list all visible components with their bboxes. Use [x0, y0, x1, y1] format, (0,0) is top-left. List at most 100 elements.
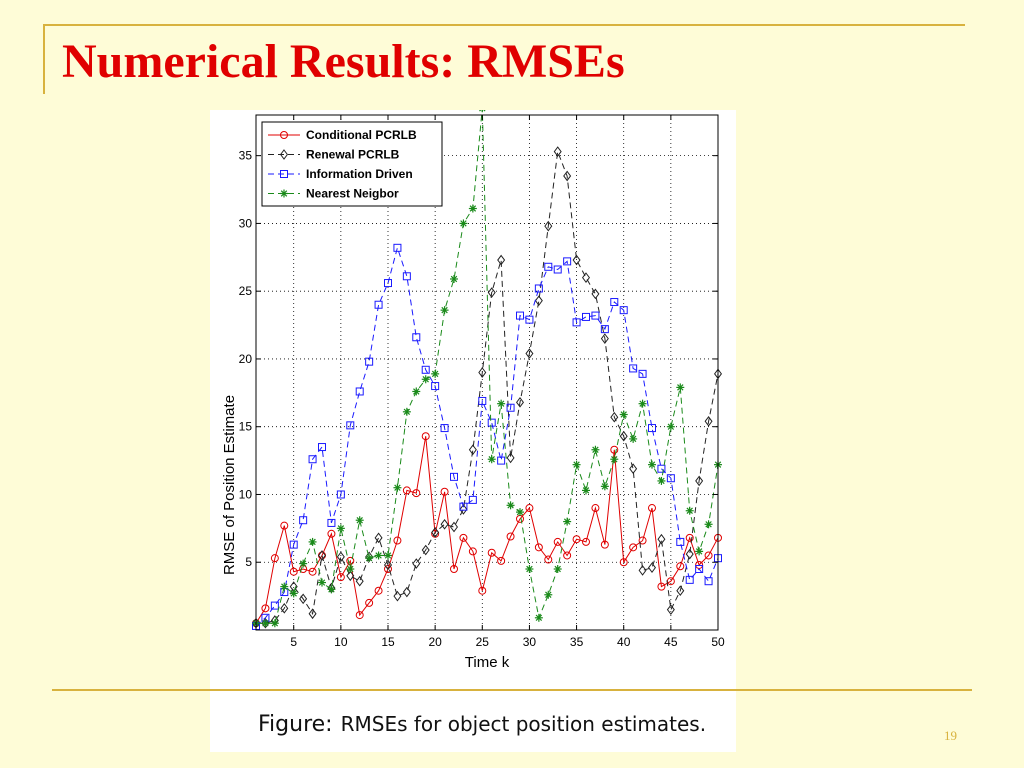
data-point-conditional-pcrlb [308, 567, 317, 576]
data-point-nearest-neigbor [525, 565, 534, 574]
data-point-nearest-neigbor [412, 387, 421, 396]
legend-label: Conditional PCRLB [306, 128, 417, 142]
data-point-information-driven [318, 443, 326, 452]
series-renewal-pcrlb [252, 146, 722, 629]
data-point-renewal-pcrlb [657, 533, 666, 545]
y-tick-label: 10 [239, 487, 253, 501]
y-tick-label: 5 [245, 555, 252, 569]
data-point-information-driven [497, 456, 506, 465]
x-tick-label: 30 [523, 635, 537, 649]
data-point-information-driven [365, 357, 374, 366]
data-point-nearest-neigbor [638, 399, 647, 408]
data-point-renewal-pcrlb [374, 532, 383, 544]
data-point-renewal-pcrlb [280, 602, 289, 614]
data-point-nearest-neigbor [591, 445, 600, 454]
data-point-nearest-neigbor [553, 565, 562, 574]
data-point-information-driven [393, 243, 402, 252]
data-point-conditional-pcrlb [638, 536, 647, 545]
data-point-nearest-neigbor [657, 476, 666, 485]
x-tick-label: 15 [381, 635, 395, 649]
data-point-renewal-pcrlb [619, 430, 628, 442]
y-axis-label: RMSE of Position Estimate [221, 395, 238, 575]
data-point-information-driven [582, 312, 590, 321]
data-point-nearest-neigbor [648, 460, 656, 469]
data-point-conditional-pcrlb [459, 533, 468, 542]
data-point-information-driven [563, 257, 572, 266]
x-tick-label: 35 [570, 635, 584, 649]
data-point-renewal-pcrlb [450, 521, 458, 533]
data-point-renewal-pcrlb [393, 590, 402, 602]
data-point-nearest-neigbor [346, 565, 355, 574]
data-point-information-driven [610, 298, 619, 307]
legend-marker [280, 189, 288, 198]
legend-item: Conditional PCRLB [268, 128, 417, 142]
data-point-renewal-pcrlb [384, 559, 392, 571]
data-point-conditional-pcrlb [506, 532, 515, 541]
data-point-nearest-neigbor [308, 537, 317, 546]
data-point-conditional-pcrlb [544, 555, 553, 564]
data-point-conditional-pcrlb [355, 611, 364, 620]
data-point-renewal-pcrlb [497, 254, 506, 266]
data-point-conditional-pcrlb [468, 547, 477, 556]
axes-box [255, 114, 719, 631]
y-tick-label: 35 [239, 149, 253, 163]
data-point-conditional-pcrlb [327, 529, 336, 538]
data-point-information-driven [487, 418, 496, 427]
data-point-information-driven [525, 315, 534, 324]
series-layer [252, 110, 722, 630]
data-point-conditional-pcrlb [374, 586, 383, 595]
data-point-information-driven [402, 272, 411, 281]
data-point-conditional-pcrlb [421, 432, 430, 441]
data-point-renewal-pcrlb [299, 593, 308, 605]
data-point-renewal-pcrlb [600, 333, 609, 344]
data-point-renewal-pcrlb [666, 604, 675, 616]
data-point-conditional-pcrlb [525, 504, 534, 513]
series-line-renewal-pcrlb [256, 151, 719, 624]
data-point-renewal-pcrlb [572, 254, 581, 266]
data-point-information-driven [591, 311, 600, 320]
data-point-information-driven [676, 537, 685, 546]
legend-item: Information Driven [268, 167, 413, 181]
slide-title: Numerical Results: RMSEs [62, 35, 625, 88]
data-point-information-driven [695, 565, 704, 574]
data-point-conditional-pcrlb [450, 565, 458, 574]
x-tick-label: 45 [664, 635, 678, 649]
data-point-nearest-neigbor [468, 204, 477, 213]
data-point-information-driven [657, 464, 666, 473]
figure-caption: Figure: RMSEs for object position estimat… [258, 712, 728, 737]
data-point-renewal-pcrlb [704, 415, 713, 427]
data-point-conditional-pcrlb [412, 489, 421, 498]
data-point-nearest-neigbor [572, 460, 581, 469]
data-point-nearest-neigbor [327, 585, 336, 594]
data-point-information-driven [666, 474, 675, 483]
data-point-nearest-neigbor [506, 501, 515, 510]
data-point-conditional-pcrlb [619, 558, 628, 567]
data-point-information-driven [289, 540, 298, 549]
data-point-renewal-pcrlb [318, 550, 326, 561]
y-tick-label: 20 [239, 352, 253, 366]
data-point-nearest-neigbor [431, 369, 440, 378]
data-point-renewal-pcrlb [582, 272, 590, 283]
data-point-information-driven [346, 421, 355, 430]
data-point-renewal-pcrlb [440, 518, 449, 530]
series-line-conditional-pcrlb [255, 436, 719, 624]
data-point-nearest-neigbor [695, 547, 704, 556]
data-point-conditional-pcrlb [676, 562, 685, 571]
data-point-nearest-neigbor [384, 551, 392, 560]
data-point-conditional-pcrlb [534, 543, 543, 552]
figure-panel: 5 10 15 20 25 30 35 40 45 50 5 10 15 20 25 30 35 Conditi… [210, 110, 736, 752]
data-point-information-driven [336, 490, 345, 499]
data-point-conditional-pcrlb [270, 554, 279, 563]
data-point-nearest-neigbor [582, 486, 590, 495]
legend-label: Nearest Neigbor [306, 187, 399, 201]
data-point-renewal-pcrlb [610, 411, 619, 423]
data-point-information-driven [459, 502, 468, 511]
data-point-nearest-neigbor [299, 559, 308, 568]
data-point-nearest-neigbor [676, 383, 685, 392]
x-axis-label: Time k [465, 654, 510, 671]
data-point-renewal-pcrlb [629, 463, 638, 475]
data-point-conditional-pcrlb [648, 504, 656, 513]
data-point-renewal-pcrlb [468, 444, 477, 456]
data-point-conditional-pcrlb [261, 604, 270, 613]
data-point-renewal-pcrlb [516, 396, 524, 408]
